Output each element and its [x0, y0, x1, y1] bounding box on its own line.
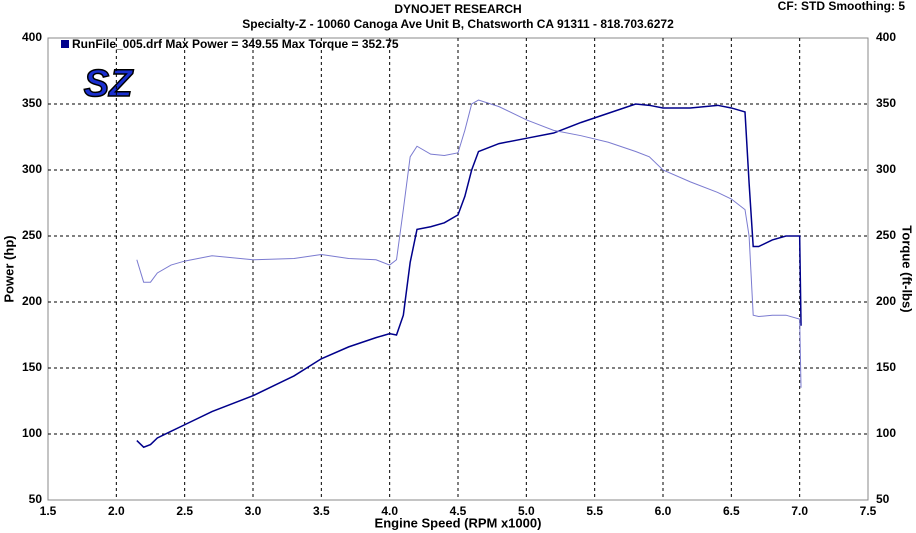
x-tick-label: 3.5	[313, 504, 330, 518]
legend-text: RunFile_005.drf Max Power = 349.55 Max T…	[72, 37, 399, 51]
y-tick-label: 300	[22, 162, 42, 176]
y-tick-label: 350	[22, 96, 42, 110]
x-tick-label: 5.5	[586, 504, 603, 518]
chart-subtitle: Specialty-Z - 10060 Canoga Ave Unit B, C…	[242, 17, 674, 31]
x-tick-label: 2.0	[108, 504, 125, 518]
y2-tick-label: 300	[876, 162, 896, 176]
legend-swatch	[61, 40, 69, 48]
x-tick-label: 7.0	[791, 504, 808, 518]
x-tick-label: 1.5	[40, 504, 57, 518]
y2-tick-label: 200	[876, 294, 896, 308]
y-tick-label: 200	[22, 294, 42, 308]
y-tick-label: 150	[22, 360, 42, 374]
y2-axis-label: Torque (ft-lbs)	[900, 225, 915, 312]
y-axis-label: Power (hp)	[1, 235, 16, 302]
x-axis-label: Engine Speed (RPM x1000)	[375, 515, 542, 530]
x-tick-label: 6.0	[655, 504, 672, 518]
y-tick-label: 400	[22, 30, 42, 44]
settings-text: CF: STD Smoothing: 5	[778, 0, 906, 13]
y2-tick-label: 150	[876, 360, 896, 374]
y2-tick-label: 100	[876, 426, 896, 440]
chart-title: DYNOJET RESEARCH	[394, 2, 521, 16]
y-tick-label: 100	[22, 426, 42, 440]
y-tick-label: 50	[29, 492, 43, 506]
x-tick-label: 3.0	[245, 504, 262, 518]
x-tick-label: 7.5	[860, 504, 877, 518]
y-tick-label: 250	[22, 228, 42, 242]
y2-tick-label: 250	[876, 228, 896, 242]
y2-tick-label: 400	[876, 30, 896, 44]
x-tick-label: 2.5	[176, 504, 193, 518]
series-line	[136, 99, 802, 388]
x-tick-label: 4.0	[381, 504, 398, 518]
x-tick-label: 5.0	[518, 504, 535, 518]
x-tick-label: 6.5	[723, 504, 740, 518]
y2-tick-label: 50	[876, 492, 890, 506]
logo: SZ	[84, 63, 134, 105]
series-line	[136, 103, 802, 449]
x-tick-label: 4.5	[450, 504, 467, 518]
y2-tick-label: 350	[876, 96, 896, 110]
